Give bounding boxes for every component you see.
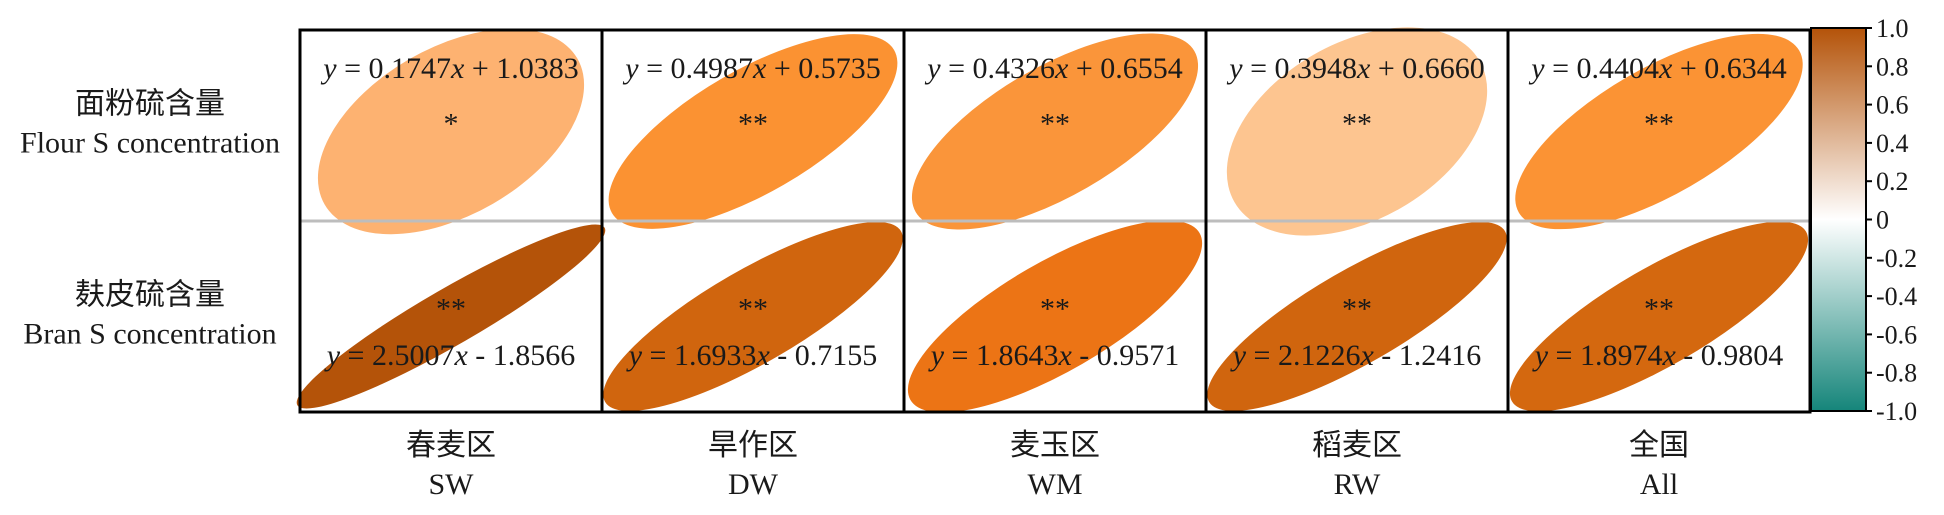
- column-label: 全国 All: [1629, 429, 1689, 501]
- correlation-ellipse: [911, 33, 1199, 230]
- colorbar-tick-label: 0: [1876, 206, 1889, 235]
- regression-equation: y = 0.3948x + 0.6660: [1226, 52, 1485, 85]
- correlation-ellipse: [296, 224, 606, 409]
- column-label-en: RW: [1334, 468, 1381, 501]
- column-label: 旱作区 DW: [708, 429, 798, 501]
- colorbar-tick-label: -0.4: [1876, 282, 1917, 311]
- correlation-ellipse: [1226, 27, 1488, 236]
- colorbar-gradient: [1810, 27, 1867, 412]
- significance-label: **: [1040, 293, 1070, 326]
- colorbar-tick-label: 0.8: [1876, 52, 1909, 81]
- column-label-zh: 全国: [1629, 429, 1689, 462]
- cell-r1-c4: ** y = 1.8974x - 0.9804: [1509, 221, 1809, 412]
- labels-layer: 面粉硫含量 Flour S concentration 麸皮硫含量 Bran S co…: [20, 88, 1689, 502]
- regression-equation: y = 1.8974x - 0.9804: [1532, 339, 1784, 372]
- column-label-en: DW: [728, 468, 779, 501]
- regression-equation: y = 0.1747x + 1.0383: [320, 52, 579, 85]
- cell-r0-c0: * y = 0.1747x + 1.0383: [317, 28, 585, 235]
- significance-label: **: [1342, 293, 1372, 326]
- column-label-zh: 春麦区: [406, 429, 496, 462]
- row-label-en: Flour S concentration: [20, 127, 280, 160]
- cell-r1-c0: ** y = 2.5007x - 1.8566: [296, 224, 606, 409]
- colorbar-tick-label: 1.0: [1876, 14, 1909, 43]
- correlation-ellipse: [1509, 221, 1809, 412]
- column-label: 稻麦区 RW: [1312, 429, 1402, 501]
- regression-equation: y = 2.5007x - 1.8566: [324, 339, 576, 372]
- row-label-zh: 面粉硫含量: [75, 88, 225, 121]
- colorbar-tick-label: -0.8: [1876, 359, 1917, 388]
- regression-equation: y = 1.6933x - 0.7155: [626, 339, 878, 372]
- significance-label: **: [1342, 108, 1372, 141]
- significance-label: **: [738, 293, 768, 326]
- colorbar-tick-label: 0.2: [1876, 167, 1909, 196]
- cell-r1-c3: ** y = 2.1226x - 1.2416: [1207, 221, 1507, 412]
- significance-label: **: [1644, 293, 1674, 326]
- column-label-zh: 麦玉区: [1010, 429, 1100, 462]
- colorbar-tick-label: -1.0: [1876, 397, 1917, 426]
- regression-equation: y = 2.1226x - 1.2416: [1230, 339, 1482, 372]
- column-label-en: All: [1640, 468, 1678, 501]
- correlation-ellipse: [603, 221, 903, 412]
- correlation-ellipse: [907, 220, 1203, 413]
- correlation-ellipse: [1515, 33, 1803, 230]
- column-label-en: SW: [429, 468, 475, 501]
- significance-label: **: [738, 108, 768, 141]
- cell-r0-c2: ** y = 0.4326x + 0.6554: [911, 33, 1199, 230]
- significance-label: **: [1040, 108, 1070, 141]
- cell-r0-c4: ** y = 0.4404x + 0.6344: [1515, 33, 1803, 230]
- correlation-ellipse: [317, 28, 585, 235]
- cell-r1-c1: ** y = 1.6933x - 0.7155: [603, 221, 903, 412]
- cell-r0-c3: ** y = 0.3948x + 0.6660: [1226, 27, 1488, 236]
- grid-layer: [298, 28, 1812, 414]
- cell-r0-c1: ** y = 0.4987x + 0.5735: [608, 34, 898, 229]
- row-label: 麸皮硫含量 Bran S concentration: [23, 279, 276, 351]
- colorbar: 1.0 0.8 0.6 0.4 0.2 0 -0.2 -0.4 -0.6 -0.8 -1.0: [1810, 14, 1917, 426]
- significance-label: **: [1644, 108, 1674, 141]
- row-label-en: Bran S concentration: [23, 318, 276, 351]
- colorbar-tick-label: 0.4: [1876, 129, 1909, 158]
- row-label: 面粉硫含量 Flour S concentration: [20, 88, 280, 160]
- significance-label: **: [436, 293, 466, 326]
- cell-r1-c2: ** y = 1.8643x - 0.9571: [907, 220, 1203, 413]
- column-label-zh: 稻麦区: [1312, 429, 1402, 462]
- column-label: 麦玉区 WM: [1010, 429, 1100, 501]
- column-label-zh: 旱作区: [708, 429, 798, 462]
- colorbar-tick-label: 0.6: [1876, 91, 1909, 120]
- regression-equation: y = 0.4404x + 0.6344: [1528, 52, 1787, 85]
- significance-label: *: [444, 108, 459, 141]
- column-label: 春麦区 SW: [406, 429, 496, 501]
- colorbar-tick-label: -0.6: [1876, 320, 1917, 349]
- regression-equation: y = 0.4326x + 0.6554: [924, 52, 1183, 85]
- correlation-ellipse: [608, 34, 898, 229]
- regression-equation: y = 0.4987x + 0.5735: [622, 52, 881, 85]
- cells-layer: * y = 0.1747x + 1.0383 ** y = 0.4987x + 0.5…: [296, 27, 1809, 413]
- regression-equation: y = 1.8643x - 0.9571: [928, 339, 1180, 372]
- column-label-en: WM: [1028, 468, 1083, 501]
- colorbar-tick-label: -0.2: [1876, 244, 1917, 273]
- correlation-ellipse: [1207, 221, 1507, 412]
- row-label-zh: 麸皮硫含量: [75, 279, 225, 312]
